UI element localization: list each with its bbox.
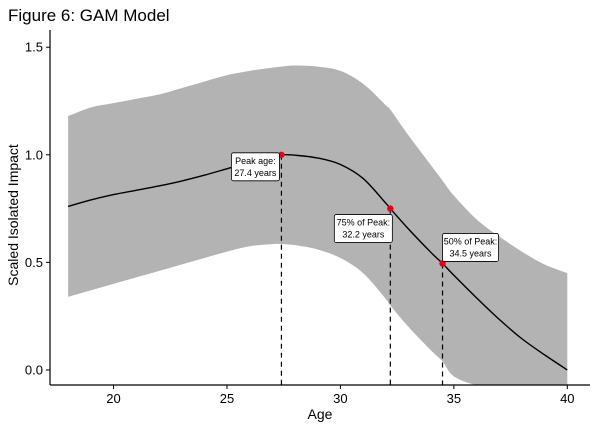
annotation-label-box (442, 233, 499, 262)
y-tick-label: 1.5 (25, 40, 43, 55)
y-tick-label: 0.5 (25, 255, 43, 270)
x-axis-ticks: 20 25 30 35 40 (106, 385, 575, 406)
annotation-label-box (333, 214, 393, 243)
y-axis-label: Scaled Isolated Impact (5, 144, 21, 286)
annotation-label-line2: 27.4 years (234, 168, 277, 178)
annotation-label-line1: 50% of Peak: (444, 236, 498, 246)
annotation-label-line1: 75% of Peak: (337, 218, 391, 228)
annotation-point (387, 205, 394, 212)
x-tick-label: 30 (333, 391, 347, 406)
plot-area: Peak age: 27.4 years 75% of Peak: 32.2 year… (67, 65, 568, 385)
y-tick-label: 1.0 (25, 147, 43, 162)
y-axis-ticks: 0.0 0.5 1.0 1.5 (25, 40, 50, 377)
annotation-point (439, 260, 446, 267)
confidence-band (68, 65, 568, 385)
x-tick-label: 35 (447, 391, 461, 406)
x-tick-label: 25 (220, 391, 234, 406)
x-axis-label: Age (308, 406, 333, 422)
annotation-label-line1: Peak age: (235, 156, 276, 166)
annotation-label-line2: 32.2 years (342, 230, 385, 240)
x-tick-label: 20 (106, 391, 120, 406)
annotation-label-line2: 34.5 years (450, 248, 493, 258)
gam-fit-line (67, 153, 568, 371)
chart-title: Figure 6: GAM Model (8, 6, 170, 25)
annotation-label-box (231, 152, 280, 182)
y-tick-label: 0.0 (25, 362, 43, 377)
x-tick-label: 40 (560, 391, 574, 406)
